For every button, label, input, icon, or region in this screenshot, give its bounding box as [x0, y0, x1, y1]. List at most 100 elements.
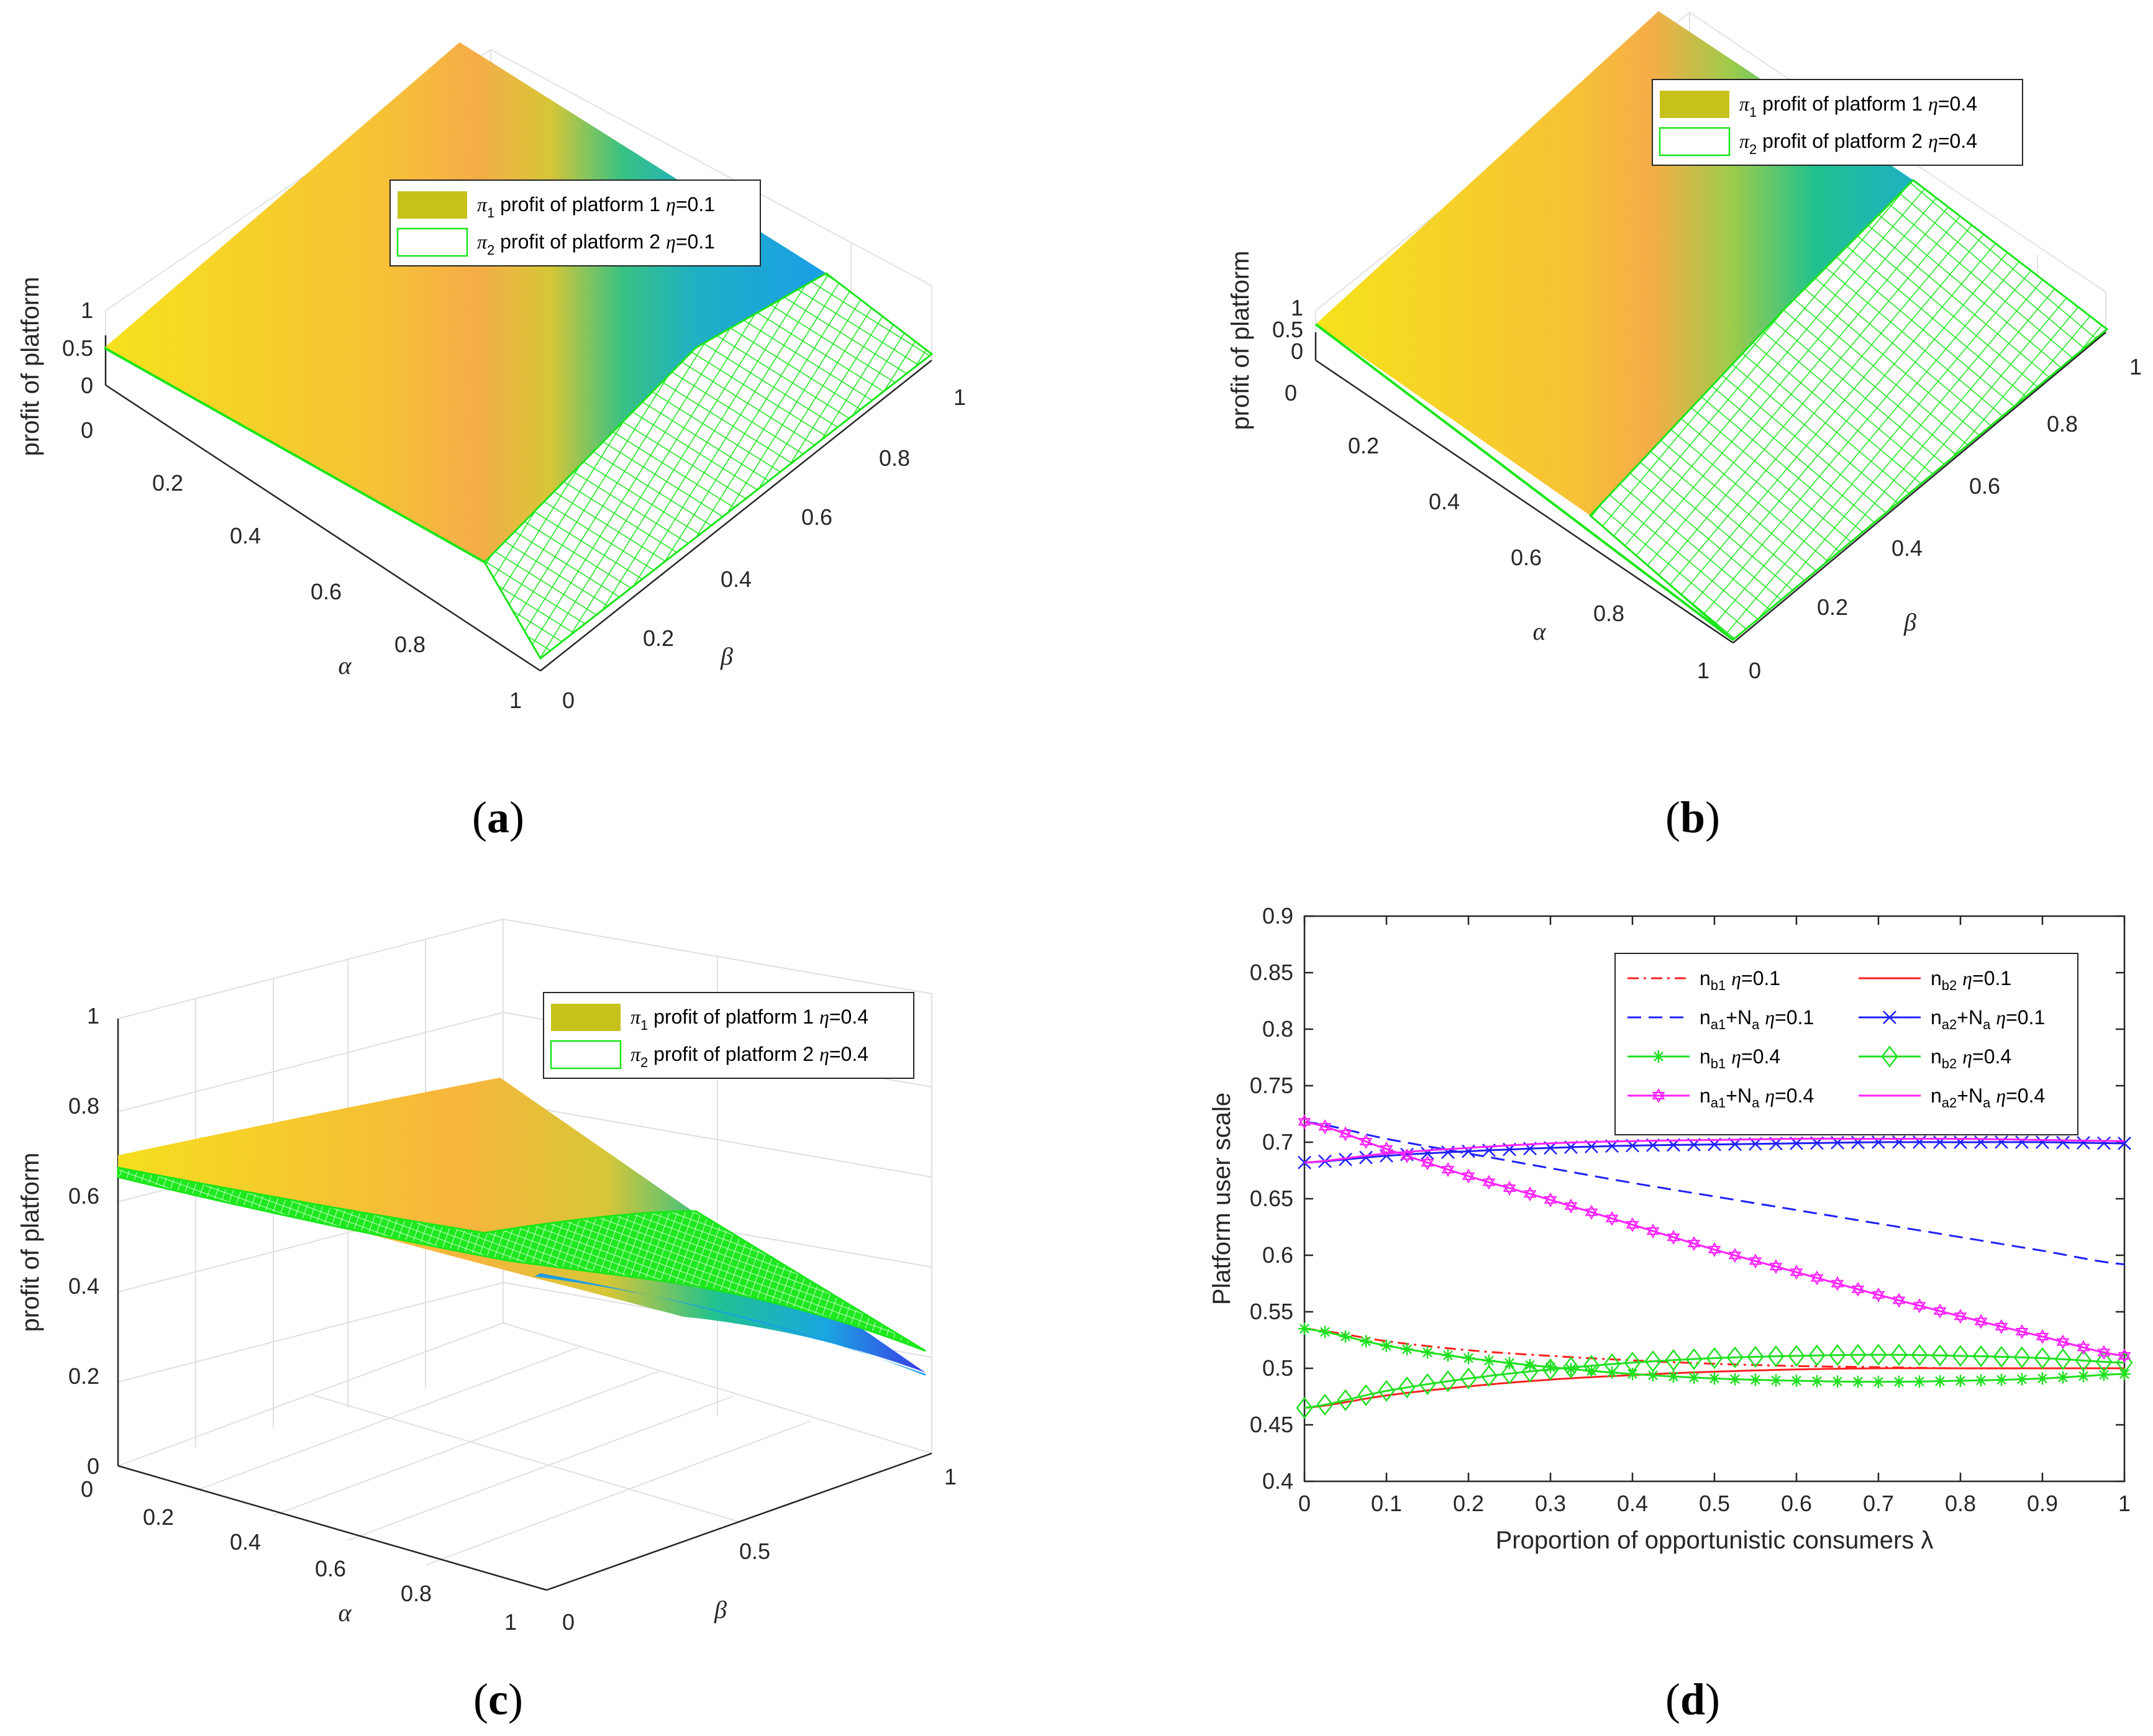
- hexagram-marker: [2118, 1348, 2131, 1360]
- panel-b-legend: π1 profit of platform 1 η=0.4 π2 profit …: [1652, 79, 2023, 166]
- star-marker: [1524, 1358, 1536, 1371]
- panel-c-beta-tick-label: 1: [944, 1464, 957, 1489]
- hexagram-marker: [1652, 1092, 1665, 1104]
- x-marker: [1995, 1135, 2008, 1149]
- star-marker: [1462, 1352, 1475, 1365]
- star-marker: [1585, 1365, 1598, 1378]
- panel-a-beta-tick-label: 0.8: [879, 445, 910, 471]
- hexagram-marker: [1605, 1211, 1619, 1222]
- hexagram-marker: [1421, 1159, 1434, 1171]
- star-marker: [1380, 1339, 1393, 1352]
- star-marker: [1401, 1343, 1413, 1356]
- hexagram-marker: [1359, 1134, 1373, 1145]
- diamond-marker: [1665, 1349, 1682, 1371]
- legend-swatch-surface: [1660, 91, 1729, 118]
- hexagram-marker: [1769, 1263, 1783, 1275]
- legend-entry: π2 profit of platform 2 η=0.4: [630, 1043, 868, 1070]
- y-tick-label: 0.4: [1262, 1468, 1293, 1494]
- series-line: [1304, 1120, 2125, 1357]
- y-tick-label: 0.85: [1250, 960, 1293, 985]
- legend-label: na1+Na η=0.4: [1700, 1084, 1814, 1111]
- hexagram-marker: [1995, 1322, 2008, 1334]
- diamond-marker: [1931, 1344, 1949, 1366]
- legend-entry: nb2 η=0.1: [1859, 967, 2011, 993]
- panel-b-beta-tick-labels: 0 0.2 0.4 0.6 0.8 1: [1749, 354, 2142, 683]
- panel-d-x-axis-label: Proportion of opportunistic consumers λ: [1496, 1527, 1934, 1554]
- x-tick-label: 0.2: [1453, 1491, 1484, 1516]
- hexagram-marker: [1974, 1314, 1988, 1325]
- hexagram-marker: [1646, 1223, 1660, 1235]
- legend-entry: nb2 η=0.4: [1859, 1045, 2011, 1071]
- hexagram-marker: [1892, 1293, 1906, 1304]
- diamond-marker: [1583, 1355, 1600, 1377]
- diamond-marker: [1316, 1393, 1334, 1416]
- star-marker: [1652, 1050, 1665, 1063]
- star-marker: [1565, 1363, 1577, 1376]
- legend-entry: na2+Na η=0.4: [1859, 1084, 2045, 1111]
- y-tick-label: 0.75: [1250, 1073, 1293, 1098]
- star-marker: [1831, 1375, 1844, 1388]
- hexagram-marker: [1441, 1166, 1455, 1178]
- legend-box: [1614, 953, 2078, 1135]
- star-marker: [1319, 1325, 1331, 1338]
- star-marker: [1729, 1373, 1741, 1386]
- x-tick-label: 0.9: [2027, 1491, 2058, 1516]
- star-marker: [1442, 1349, 1454, 1362]
- diamond-marker: [2075, 1349, 2092, 1372]
- hexagram-marker: [1626, 1217, 1639, 1229]
- star-marker: [2077, 1370, 2090, 1383]
- panel-a-legend: π1 profit of platform 1 η=0.1 π2 profit …: [389, 180, 761, 266]
- diamond-marker: [1603, 1353, 1621, 1375]
- diamond-marker: [1993, 1345, 2010, 1368]
- panel-d-y-ticks: 0.4 0.45 0.5 0.55 0.6 0.65 0.7 0.75 0.8 0.85 0.9: [1250, 903, 2124, 1494]
- panel-c-surface-2-mesh: [117, 1166, 926, 1352]
- legend-entry: na1+Na η=0.4: [1627, 1084, 1814, 1111]
- panel-a-alpha-tick-label: 0.2: [152, 470, 183, 496]
- panel-a-alpha-tick-label: 0.8: [394, 632, 426, 657]
- hexagram-marker: [1749, 1253, 1762, 1265]
- hexagram-marker: [1400, 1148, 1414, 1160]
- hexagram-marker: [1687, 1240, 1701, 1252]
- star-marker: [1975, 1374, 1987, 1387]
- hexagram-marker: [1318, 1123, 1332, 1135]
- panel-a-beta-tick-labels: 0 0.2 0.4 0.6 0.8 1: [562, 384, 966, 713]
- panel-c-alpha-axis-label: α: [339, 1599, 352, 1627]
- diamond-marker: [1542, 1358, 1559, 1381]
- series-7: [1304, 1137, 2125, 1164]
- diamond-marker: [1624, 1352, 1641, 1374]
- diamond-marker: [1972, 1345, 1990, 1368]
- panel-a-alpha-tick-labels: 0 0.2 0.4 0.6 0.8 1: [81, 417, 522, 713]
- diamond-marker: [2034, 1347, 2051, 1370]
- hexagram-marker: [1503, 1184, 1516, 1196]
- star-marker: [1790, 1375, 1803, 1388]
- panel-c-axes: [117, 1019, 932, 1591]
- x-tick-label: 0.5: [1699, 1491, 1730, 1516]
- panel-b-ztick-label: 1: [1291, 295, 1303, 320]
- x-tick-label: 0.1: [1371, 1491, 1402, 1516]
- panel-b-beta-axis-label: β: [1903, 608, 1916, 636]
- panel-a-alpha-tick-label: 1: [509, 688, 522, 713]
- legend-entry: π1 profit of platform 1 η=0.4: [1739, 93, 1977, 120]
- panel-a-beta-axis-label: β: [720, 642, 733, 670]
- hexagram-marker: [1728, 1252, 1742, 1263]
- star-marker: [1913, 1375, 1926, 1388]
- star-marker: [1872, 1375, 1885, 1388]
- star-marker: [1421, 1346, 1434, 1359]
- diamond-marker: [1337, 1389, 1354, 1411]
- x-tick-label: 0.8: [1945, 1491, 1976, 1516]
- hexagram-marker: [1913, 1302, 1926, 1314]
- hexagram-marker: [1831, 1276, 1844, 1288]
- panel-c-surface-1: [118, 1078, 926, 1376]
- star-marker: [1954, 1375, 1967, 1388]
- hexagram-marker: [2077, 1340, 2090, 1352]
- legend-entry: na1+Na η=0.1: [1627, 1006, 1814, 1032]
- x-tick-label: 0.4: [1617, 1491, 1648, 1516]
- panel-d-series: [1296, 1114, 2133, 1419]
- diamond-marker: [1357, 1384, 1375, 1407]
- diamond-marker: [1788, 1345, 1805, 1367]
- panel-c-ztick-label: 0.8: [68, 1093, 99, 1119]
- star-marker: [1339, 1330, 1352, 1343]
- hexagram-marker: [1954, 1312, 1967, 1324]
- star-marker: [2016, 1373, 2028, 1386]
